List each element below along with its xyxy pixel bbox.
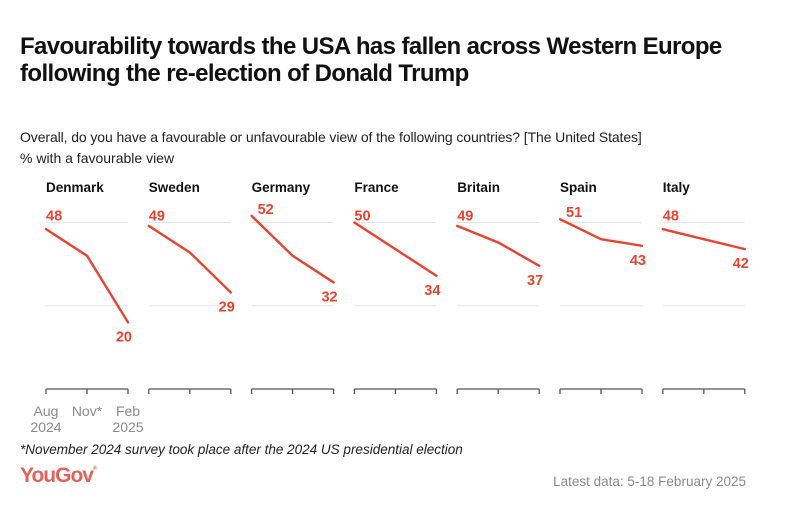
footnote: *November 2024 survey took place after t… — [20, 442, 463, 457]
data-label-last: 29 — [219, 299, 235, 315]
series-line-germany — [250, 214, 335, 284]
small-multiples-line-chart: Denmark 48 20 Sweden 49 29 Germany 52 32 France 50… — [30, 180, 749, 435]
data-label-first: 49 — [149, 209, 165, 225]
data-label-first: 48 — [46, 209, 62, 225]
series-line-denmark — [44, 227, 130, 324]
series-line-italy — [661, 227, 746, 251]
data-label-last: 43 — [630, 253, 646, 269]
x-tick-label: Nov* — [72, 403, 103, 419]
series-line-sweden — [147, 224, 233, 294]
series-line-spain — [558, 217, 644, 248]
data-label-last: 34 — [424, 283, 440, 299]
data-label-last: 20 — [116, 329, 132, 345]
data-label-first: 51 — [566, 205, 582, 221]
x-tick-label-year: 2025 — [112, 419, 143, 435]
panel-title-germany: Germany — [252, 180, 311, 195]
data-label-last: 42 — [733, 256, 749, 272]
panel-title-italy: Italy — [663, 180, 691, 195]
x-tick-label-year: 2024 — [30, 419, 61, 435]
unit-note: % with a favourable view — [20, 150, 175, 166]
latest-data-note: Latest data: 5-18 February 2025 — [553, 474, 746, 489]
x-tick-label: Aug — [34, 403, 59, 419]
data-label-first: 52 — [258, 202, 274, 218]
brand-name: YouGov — [20, 464, 94, 487]
panel-title-denmark: Denmark — [46, 180, 104, 195]
data-label-last: 37 — [527, 273, 543, 289]
chart-subtitle: Overall, do you have a favourable or unf… — [20, 129, 642, 145]
chart-title: Favourability towards the USA has fallen… — [20, 33, 722, 87]
data-label-last: 32 — [321, 289, 337, 305]
panel-title-spain: Spain — [560, 180, 597, 195]
panel-title-france: France — [354, 180, 399, 195]
series-line-britain — [456, 224, 541, 267]
data-label-first: 50 — [354, 209, 370, 225]
series-line-france — [353, 221, 438, 277]
yougov-logo: YouGov® — [20, 464, 97, 488]
data-label-first: 49 — [457, 209, 473, 225]
x-tick-label: Feb — [116, 403, 140, 419]
registered-mark: ® — [92, 466, 98, 472]
data-label-first: 48 — [663, 209, 679, 225]
panel-title-britain: Britain — [457, 180, 500, 195]
panel-title-sweden: Sweden — [149, 180, 200, 195]
